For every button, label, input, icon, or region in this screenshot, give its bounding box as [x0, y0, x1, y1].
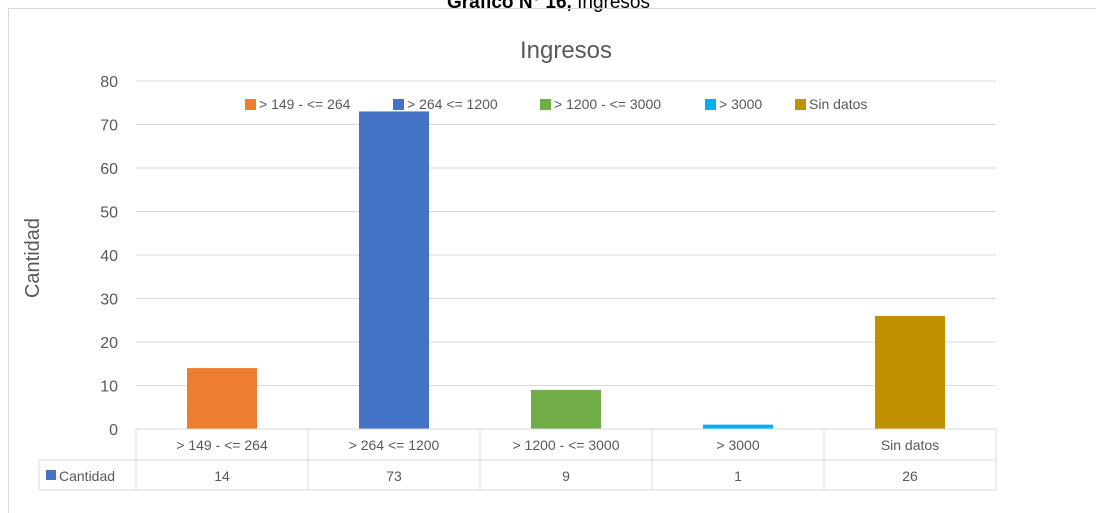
data-table-value: 73 [386, 468, 402, 484]
x-tick-label: > 149 - <= 264 [176, 437, 268, 453]
y-tick-label: 50 [100, 205, 118, 222]
y-tick-label: 10 [100, 379, 118, 396]
legend-item: > 1200 - <= 3000 [540, 96, 661, 112]
x-tick-label: > 264 <= 1200 [349, 437, 440, 453]
x-tick-label: > 3000 [716, 437, 759, 453]
legend-swatch [795, 99, 806, 110]
legend-swatch [393, 99, 404, 110]
legend-label: > 149 - <= 264 [259, 96, 351, 112]
y-tick-label: 80 [100, 74, 118, 91]
legend-label: > 3000 [719, 96, 762, 112]
legend-label: > 1200 - <= 3000 [554, 96, 661, 112]
y-tick-label: 30 [100, 292, 118, 309]
x-tick-label: > 1200 - <= 3000 [512, 437, 619, 453]
y-tick-label: 40 [100, 248, 118, 265]
y-axis-label: Cantidad [22, 218, 44, 298]
bar [531, 389, 601, 429]
data-table-value: 9 [562, 468, 570, 484]
legend-swatch [245, 99, 256, 110]
chart-title: Ingresos [520, 37, 612, 64]
legend-swatch [705, 99, 716, 110]
legend-label: Sin datos [809, 96, 867, 112]
y-axis-ticks: 0 10 20 30 40 50 60 70 80 [100, 74, 118, 439]
data-table-value: 14 [214, 468, 230, 484]
bar [187, 368, 257, 429]
bar [875, 315, 945, 429]
legend-label: > 264 <= 1200 [407, 96, 498, 112]
y-tick-label: 70 [100, 118, 118, 135]
gridlines [136, 80, 996, 430]
legend-item: > 3000 [705, 96, 762, 112]
legend: > 149 - <= 264 > 264 <= 1200 > 1200 - <= 3… [245, 96, 867, 112]
legend-item: Sin datos [795, 96, 867, 112]
data-table: > 149 - <= 264 14 > 264 <= 1200 73 > 1200 - … [38, 428, 997, 491]
data-table-series-swatch [46, 470, 56, 480]
legend-item: > 264 <= 1200 [393, 96, 498, 112]
figure-caption-text: Ingresos [571, 0, 650, 13]
legend-swatch [540, 99, 551, 110]
bar [703, 424, 773, 429]
data-table-value: 26 [902, 468, 918, 484]
y-tick-label: 0 [109, 422, 118, 439]
chart-frame [8, 8, 1096, 513]
data-table-value: 1 [734, 468, 742, 484]
legend-item: > 149 - <= 264 [245, 96, 351, 112]
bars [187, 111, 945, 429]
data-table-series-label: Cantidad [59, 468, 115, 484]
x-tick-label: Sin datos [881, 437, 939, 453]
bar [359, 111, 429, 429]
figure-caption: Gráfico N° 16, Ingresos [0, 0, 1097, 14]
y-tick-label: 60 [100, 161, 118, 178]
y-tick-label: 20 [100, 335, 118, 352]
figure-caption-number: Gráfico N° 16, [447, 0, 572, 13]
